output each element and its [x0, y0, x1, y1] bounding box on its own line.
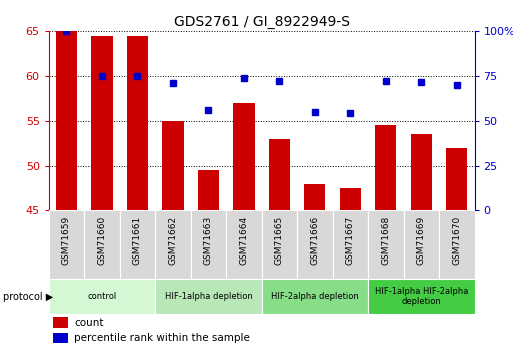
Bar — [53, 317, 68, 328]
Text: GSM71667: GSM71667 — [346, 216, 355, 265]
Bar — [439, 210, 475, 279]
Text: HIF-1alpha HIF-2alpha
depletion: HIF-1alpha HIF-2alpha depletion — [374, 287, 468, 306]
Bar — [120, 210, 155, 279]
Text: HIF-2alpha depletion: HIF-2alpha depletion — [271, 292, 359, 301]
Bar — [446, 148, 467, 210]
Text: GSM71669: GSM71669 — [417, 216, 426, 265]
Bar — [269, 139, 290, 210]
Bar — [198, 170, 219, 210]
Bar — [368, 279, 475, 314]
Text: GSM71670: GSM71670 — [452, 216, 461, 265]
Text: GSM71660: GSM71660 — [97, 216, 107, 265]
Bar — [332, 210, 368, 279]
Text: GSM71668: GSM71668 — [381, 216, 390, 265]
Text: GSM71665: GSM71665 — [275, 216, 284, 265]
Bar — [304, 184, 325, 210]
Bar — [49, 210, 84, 279]
Text: GSM71659: GSM71659 — [62, 216, 71, 265]
Bar — [49, 279, 155, 314]
Text: control: control — [87, 292, 116, 301]
Text: protocol ▶: protocol ▶ — [3, 292, 53, 302]
Text: GSM71662: GSM71662 — [168, 216, 177, 265]
Text: HIF-1alpha depletion: HIF-1alpha depletion — [165, 292, 252, 301]
Text: GSM71663: GSM71663 — [204, 216, 213, 265]
Bar — [404, 210, 439, 279]
Bar — [155, 210, 191, 279]
Bar — [262, 279, 368, 314]
Title: GDS2761 / GI_8922949-S: GDS2761 / GI_8922949-S — [173, 14, 350, 29]
Text: count: count — [74, 318, 104, 328]
Bar — [375, 125, 397, 210]
Text: GSM71661: GSM71661 — [133, 216, 142, 265]
Bar — [53, 333, 68, 344]
Bar — [262, 210, 297, 279]
Bar — [56, 31, 77, 210]
Bar — [84, 210, 120, 279]
Bar — [162, 121, 184, 210]
Bar — [226, 210, 262, 279]
Bar — [233, 103, 254, 210]
Text: GSM71666: GSM71666 — [310, 216, 320, 265]
Bar — [155, 279, 262, 314]
Bar — [127, 36, 148, 210]
Bar — [368, 210, 404, 279]
Text: percentile rank within the sample: percentile rank within the sample — [74, 333, 250, 343]
Bar — [191, 210, 226, 279]
Bar — [340, 188, 361, 210]
Bar — [297, 210, 332, 279]
Text: GSM71664: GSM71664 — [240, 216, 248, 265]
Bar — [410, 134, 432, 210]
Bar — [91, 36, 112, 210]
